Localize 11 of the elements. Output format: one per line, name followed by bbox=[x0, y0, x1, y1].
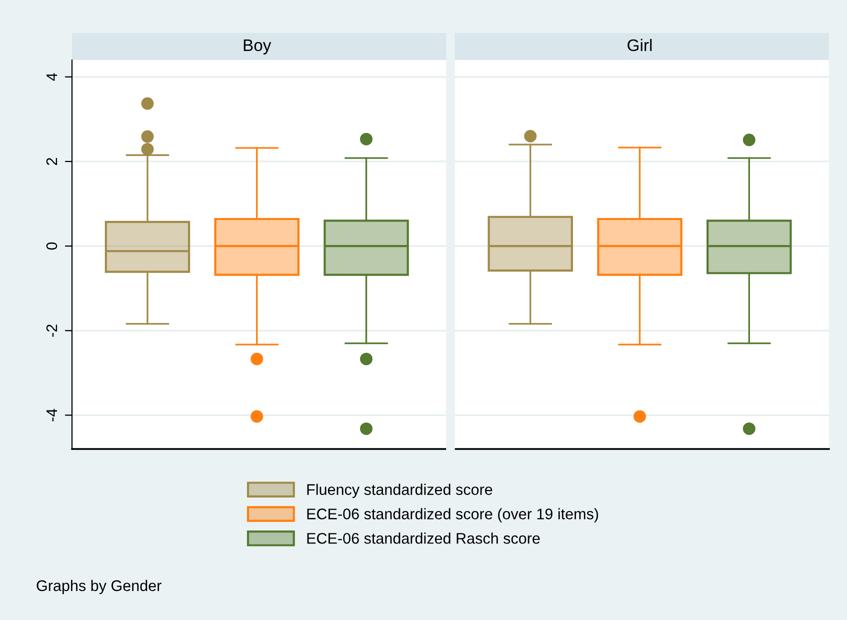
legend-label: Fluency standardized score bbox=[307, 484, 492, 498]
y-tick-label: 0 bbox=[46, 242, 58, 250]
legend-label: ECE-06 standardized score (over 19 items) bbox=[307, 508, 598, 522]
y-tick-label: 4 bbox=[46, 73, 58, 81]
text: Graphs by Gender bbox=[36, 580, 162, 594]
y-tick-label: -4 bbox=[46, 408, 58, 422]
legend-label: ECE-06 standardized Rasch score bbox=[307, 532, 540, 544]
y-tick-label: 2 bbox=[46, 158, 58, 165]
x-tick-label: Boy bbox=[244, 40, 272, 54]
y-tick-label: -2 bbox=[46, 324, 58, 337]
x-tick-label: Girl bbox=[628, 38, 652, 52]
